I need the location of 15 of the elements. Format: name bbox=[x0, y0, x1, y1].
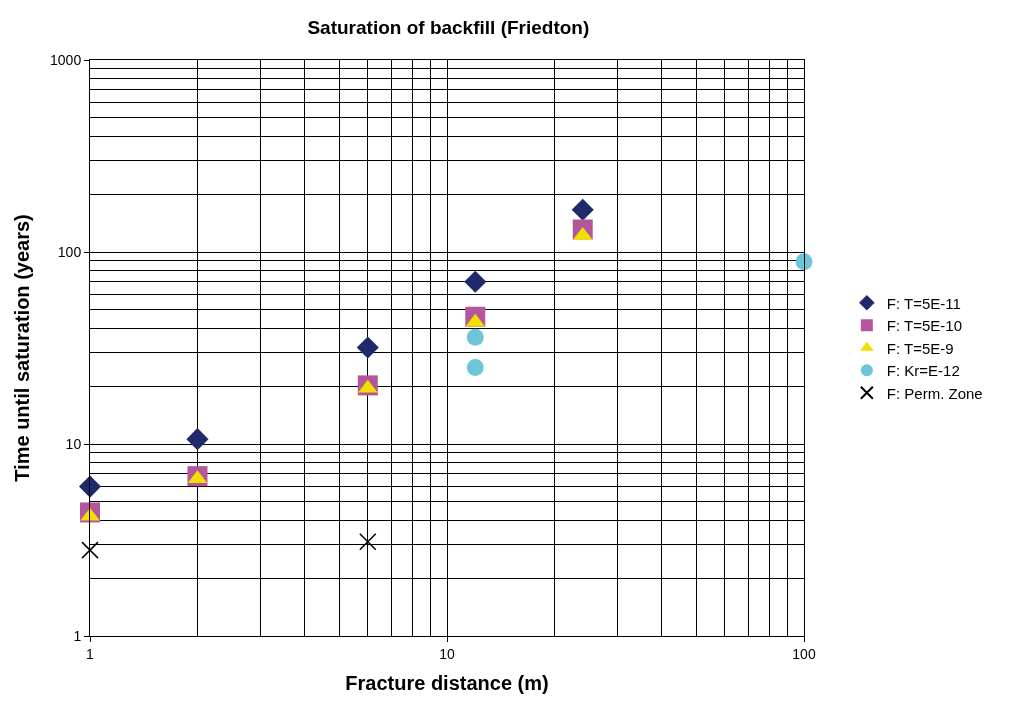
y-tick-label: 1 bbox=[73, 627, 82, 644]
legend-label: F: T=5E-9 bbox=[886, 339, 954, 357]
legend-label: F: T=5E-11 bbox=[886, 294, 961, 312]
y-axis-title: Time until saturation (years) bbox=[10, 214, 33, 482]
x-tick-label: 100 bbox=[792, 645, 816, 662]
x-axis-title: Fracture distance (m) bbox=[345, 672, 549, 695]
chart-title: Saturation of backfill (Friedton) bbox=[307, 17, 590, 39]
x-tick-label: 10 bbox=[439, 645, 455, 662]
legend-label: F: Perm. Zone bbox=[886, 384, 983, 402]
y-tick-label: 1000 bbox=[50, 51, 82, 68]
legend-label: F: T=5E-10 bbox=[886, 317, 963, 335]
y-tick-label: 100 bbox=[57, 243, 82, 260]
legend-label: F: Kr=E-12 bbox=[886, 362, 960, 380]
x-tick-label: 1 bbox=[86, 645, 95, 662]
y-tick-label: 10 bbox=[65, 435, 82, 452]
